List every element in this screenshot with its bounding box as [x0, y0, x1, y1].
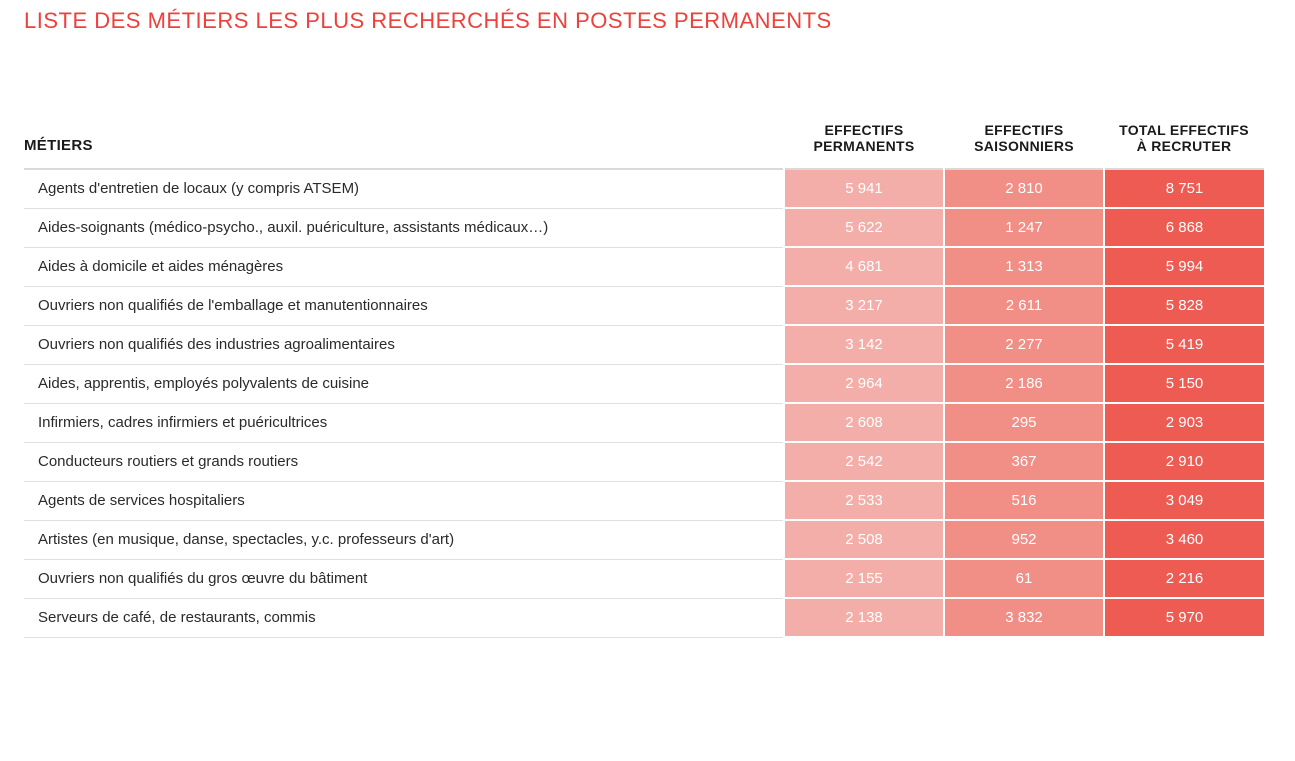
col-header-saisonniers: EFFECTIFS SAISONNIERS [944, 114, 1104, 169]
saisonniers-cell: 2 810 [944, 169, 1104, 208]
table-row: Conducteurs routiers et grands routiers2… [24, 442, 1264, 481]
saisonniers-cell: 2 277 [944, 325, 1104, 364]
table-row: Ouvriers non qualifiés du gros œuvre du … [24, 559, 1264, 598]
table-row: Agents d'entretien de locaux (y compris … [24, 169, 1264, 208]
total-cell: 8 751 [1104, 169, 1264, 208]
metier-cell: Conducteurs routiers et grands routiers [24, 442, 784, 481]
metier-cell: Ouvriers non qualifiés de l'emballage et… [24, 286, 784, 325]
metier-cell: Aides à domicile et aides ménagères [24, 247, 784, 286]
saisonniers-cell: 3 832 [944, 598, 1104, 637]
saisonniers-cell: 367 [944, 442, 1104, 481]
permanents-cell: 2 138 [784, 598, 944, 637]
saisonniers-cell: 295 [944, 403, 1104, 442]
total-cell: 5 994 [1104, 247, 1264, 286]
total-cell: 3 460 [1104, 520, 1264, 559]
permanents-cell: 2 508 [784, 520, 944, 559]
table-row: Infirmiers, cadres infirmiers et puéricu… [24, 403, 1264, 442]
jobs-table: MÉTIERS EFFECTIFS PERMANENTS EFFECTIFS S… [24, 114, 1264, 638]
metier-cell: Aides, apprentis, employés polyvalents d… [24, 364, 784, 403]
saisonniers-cell: 952 [944, 520, 1104, 559]
saisonniers-cell: 1 313 [944, 247, 1104, 286]
table-row: Agents de services hospitaliers2 5335163… [24, 481, 1264, 520]
metier-cell: Aides-soignants (médico-psycho., auxil. … [24, 208, 784, 247]
metier-cell: Ouvriers non qualifiés des industries ag… [24, 325, 784, 364]
total-cell: 5 150 [1104, 364, 1264, 403]
metier-cell: Infirmiers, cadres infirmiers et puéricu… [24, 403, 784, 442]
permanents-cell: 2 608 [784, 403, 944, 442]
permanents-cell: 5 941 [784, 169, 944, 208]
col-header-metier: MÉTIERS [24, 114, 784, 169]
permanents-cell: 3 217 [784, 286, 944, 325]
total-cell: 2 910 [1104, 442, 1264, 481]
total-cell: 3 049 [1104, 481, 1264, 520]
table-row: Aides à domicile et aides ménagères4 681… [24, 247, 1264, 286]
total-cell: 6 868 [1104, 208, 1264, 247]
table-row: Ouvriers non qualifiés de l'emballage et… [24, 286, 1264, 325]
saisonniers-cell: 2 611 [944, 286, 1104, 325]
metier-cell: Artistes (en musique, danse, spectacles,… [24, 520, 784, 559]
permanents-cell: 4 681 [784, 247, 944, 286]
total-cell: 2 903 [1104, 403, 1264, 442]
page-title: LISTE DES MÉTIERS LES PLUS RECHERCHÉS EN… [24, 8, 1271, 34]
metier-cell: Agents de services hospitaliers [24, 481, 784, 520]
saisonniers-cell: 2 186 [944, 364, 1104, 403]
saisonniers-cell: 61 [944, 559, 1104, 598]
permanents-cell: 3 142 [784, 325, 944, 364]
total-cell: 5 419 [1104, 325, 1264, 364]
metier-cell: Serveurs de café, de restaurants, commis [24, 598, 784, 637]
saisonniers-cell: 516 [944, 481, 1104, 520]
total-cell: 5 970 [1104, 598, 1264, 637]
table-row: Ouvriers non qualifiés des industries ag… [24, 325, 1264, 364]
metier-cell: Agents d'entretien de locaux (y compris … [24, 169, 784, 208]
saisonniers-cell: 1 247 [944, 208, 1104, 247]
table-row: Serveurs de café, de restaurants, commis… [24, 598, 1264, 637]
table-row: Aides-soignants (médico-psycho., auxil. … [24, 208, 1264, 247]
total-cell: 2 216 [1104, 559, 1264, 598]
table-row: Aides, apprentis, employés polyvalents d… [24, 364, 1264, 403]
col-header-permanents: EFFECTIFS PERMANENTS [784, 114, 944, 169]
metier-cell: Ouvriers non qualifiés du gros œuvre du … [24, 559, 784, 598]
permanents-cell: 2 964 [784, 364, 944, 403]
table-header-row: MÉTIERS EFFECTIFS PERMANENTS EFFECTIFS S… [24, 114, 1264, 169]
permanents-cell: 5 622 [784, 208, 944, 247]
col-header-total: TOTAL EFFECTIFS À RECRUTER [1104, 114, 1264, 169]
permanents-cell: 2 542 [784, 442, 944, 481]
permanents-cell: 2 533 [784, 481, 944, 520]
table-row: Artistes (en musique, danse, spectacles,… [24, 520, 1264, 559]
permanents-cell: 2 155 [784, 559, 944, 598]
total-cell: 5 828 [1104, 286, 1264, 325]
